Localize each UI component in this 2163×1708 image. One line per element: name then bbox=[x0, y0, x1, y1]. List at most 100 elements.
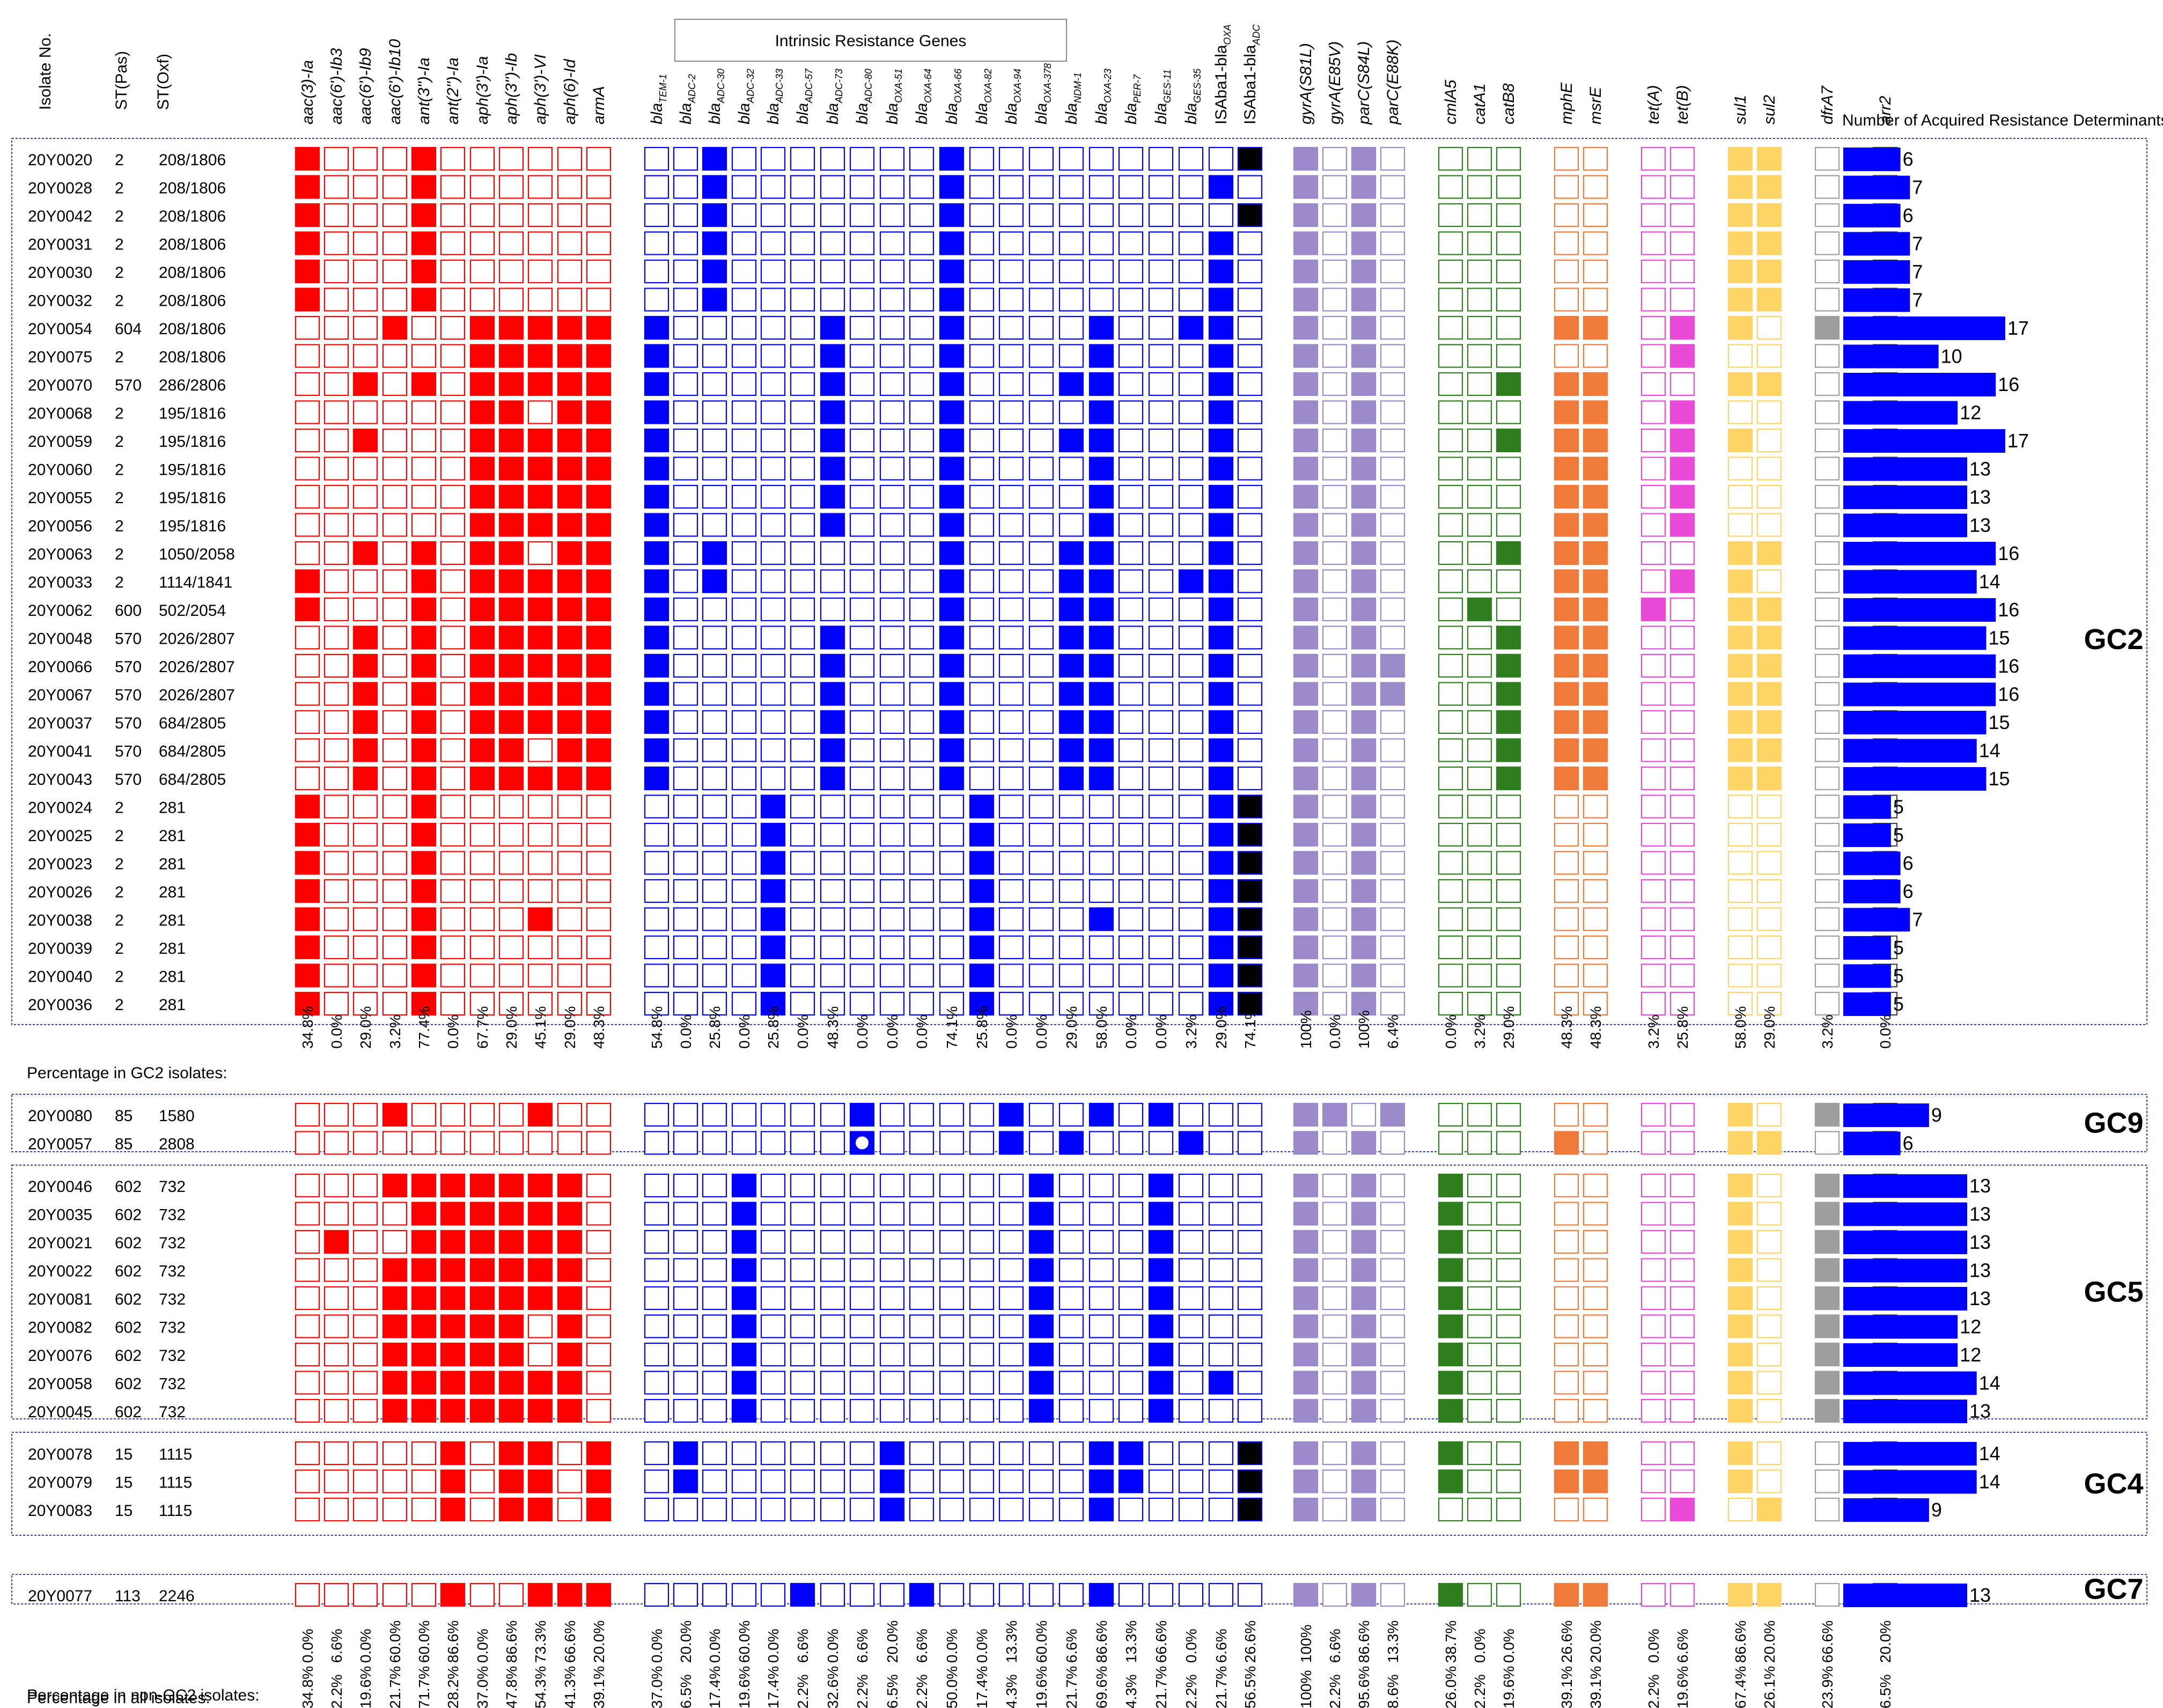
gene-cell bbox=[1178, 1398, 1204, 1423]
count-bar bbox=[1843, 795, 1891, 819]
gene-cell bbox=[1028, 541, 1054, 565]
gene-cell bbox=[586, 1202, 612, 1226]
gene-cell bbox=[1467, 1202, 1492, 1226]
gene-cell bbox=[1208, 1371, 1234, 1395]
gene-cell bbox=[939, 738, 965, 762]
gene-cell bbox=[1148, 935, 1174, 960]
gene-cell bbox=[1438, 1230, 1463, 1254]
gene-cell bbox=[1756, 344, 1782, 368]
gene-cell bbox=[1148, 400, 1174, 424]
gene-cell bbox=[1727, 766, 1753, 791]
gene-cell bbox=[673, 794, 698, 819]
gene-cell bbox=[586, 175, 612, 199]
gene-cell bbox=[1058, 879, 1084, 903]
gene-cell bbox=[323, 935, 349, 960]
gene-cell bbox=[1322, 1173, 1348, 1198]
gene-cell bbox=[1088, 146, 1114, 171]
gene-cell bbox=[586, 231, 612, 255]
gene-cell bbox=[1640, 794, 1666, 819]
gene-cell bbox=[1058, 288, 1084, 312]
gene-cell bbox=[1814, 1131, 1840, 1155]
gene-cell bbox=[1178, 710, 1204, 734]
gene-cell bbox=[295, 428, 320, 453]
gene-cell bbox=[909, 541, 935, 565]
gene-cell bbox=[1380, 1286, 1406, 1311]
gene-cell bbox=[644, 457, 670, 481]
gene-cell bbox=[1669, 484, 1695, 509]
gene-cell bbox=[1814, 146, 1840, 171]
gene-cell bbox=[673, 710, 698, 734]
gene-cell bbox=[673, 175, 698, 199]
gene-cell bbox=[1178, 1258, 1204, 1282]
gene-cell bbox=[1467, 935, 1492, 960]
isolate-id: 20Y0082 bbox=[28, 1319, 92, 1337]
gene-cell bbox=[295, 1131, 320, 1155]
gene-cell bbox=[1118, 1202, 1144, 1226]
gene-cell bbox=[1058, 822, 1084, 847]
st-pas: 2 bbox=[115, 405, 124, 423]
gene-cell bbox=[1028, 851, 1054, 875]
gene-cell bbox=[1554, 766, 1579, 791]
count-bar bbox=[1843, 175, 1910, 200]
count-label: 7 bbox=[1912, 176, 1923, 198]
gene-cell bbox=[469, 822, 495, 847]
isolate-id: 20Y0032 bbox=[28, 292, 92, 310]
gene-cell bbox=[1178, 1286, 1204, 1311]
gene-cell bbox=[849, 1469, 875, 1493]
percentage-value: 6.6% bbox=[328, 1629, 345, 1663]
gene-cell bbox=[790, 1342, 815, 1367]
gene-cell bbox=[586, 1342, 612, 1367]
gene-cell bbox=[969, 963, 995, 988]
gene-cell bbox=[1814, 1497, 1840, 1522]
gene-cell bbox=[469, 1497, 495, 1522]
gene-cell bbox=[1148, 625, 1174, 650]
gene-cell bbox=[1756, 766, 1782, 791]
percentage-value: 6.6% bbox=[1063, 1629, 1080, 1663]
gene-cell bbox=[1293, 597, 1319, 622]
gene-cell bbox=[411, 1582, 437, 1607]
gene-cell bbox=[1322, 1342, 1348, 1367]
gene-cell bbox=[998, 710, 1024, 734]
gene-cell bbox=[702, 372, 727, 396]
gene-cell bbox=[969, 513, 995, 537]
gene-cell bbox=[1814, 400, 1840, 424]
gene-cell bbox=[820, 513, 845, 537]
isolate-id: 20Y0066 bbox=[28, 658, 92, 676]
gene-cell bbox=[760, 457, 786, 481]
percentage-value: 29.0% bbox=[1500, 1006, 1517, 1049]
gene-cell bbox=[820, 428, 845, 453]
count-bar bbox=[1843, 513, 1967, 538]
gene-cell bbox=[1496, 710, 1521, 734]
gene-cell bbox=[1178, 1497, 1204, 1522]
gene-cell bbox=[557, 1102, 583, 1127]
gene-cell bbox=[382, 625, 408, 650]
gene-cell bbox=[295, 1497, 320, 1522]
gene-cell bbox=[1208, 1469, 1234, 1493]
isolate-id: 20Y0060 bbox=[28, 461, 92, 479]
isolate-id: 20Y0062 bbox=[28, 602, 92, 620]
isolate-id: 20Y0057 bbox=[28, 1136, 92, 1153]
gene-cell bbox=[1669, 344, 1695, 368]
gene-cell bbox=[731, 1582, 757, 1607]
gene-cell bbox=[1669, 457, 1695, 481]
percentage-value: 0.0% bbox=[1003, 1014, 1020, 1049]
percentage-value: 19.6% bbox=[1500, 1666, 1517, 1708]
gene-cell bbox=[411, 457, 437, 481]
gene-cell bbox=[673, 1469, 698, 1493]
gene-cell bbox=[731, 1131, 757, 1155]
gene-cell bbox=[1554, 597, 1579, 622]
gene-cell bbox=[352, 513, 378, 537]
gene-cell bbox=[760, 1371, 786, 1395]
isolate-id: 20Y0020 bbox=[28, 151, 92, 169]
gene-cell bbox=[352, 400, 378, 424]
gene-cell bbox=[879, 1202, 905, 1226]
gene-cell bbox=[731, 738, 757, 762]
percentage-value: 100% bbox=[1298, 1010, 1314, 1049]
gene-cell bbox=[1554, 625, 1579, 650]
gene-cell bbox=[1351, 344, 1377, 368]
gene-cell bbox=[440, 1230, 466, 1254]
gene-cell bbox=[527, 569, 553, 593]
gene-cell bbox=[673, 1131, 698, 1155]
gene-cell bbox=[557, 372, 583, 396]
gene-cell bbox=[1438, 851, 1463, 875]
